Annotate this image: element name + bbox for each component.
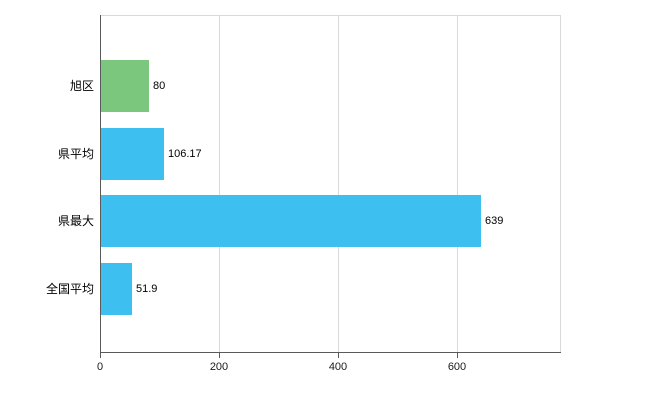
y-axis-line — [100, 15, 101, 353]
category-label-県平均: 県平均 — [57, 147, 94, 161]
x-tick-mark-0 — [100, 353, 101, 358]
value-label-旭区: 80 — [153, 80, 166, 92]
category-label-全国平均: 全国平均 — [45, 282, 94, 296]
x-axis-line — [100, 352, 561, 353]
bar-全国平均[interactable] — [101, 263, 132, 315]
value-label-県平均: 106.17 — [168, 148, 202, 160]
bar-旭区[interactable] — [101, 60, 149, 112]
x-tick-mark-200 — [219, 353, 220, 358]
gridline-x-200 — [219, 15, 220, 352]
x-tick-label-400: 400 — [328, 361, 348, 373]
category-label-県最大: 県最大 — [57, 214, 94, 228]
value-label-県最大: 639 — [485, 215, 504, 227]
bar-県平均[interactable] — [101, 128, 164, 180]
plot-top-border — [100, 15, 561, 16]
bar-県最大[interactable] — [101, 195, 481, 247]
value-label-全国平均: 51.9 — [136, 283, 158, 295]
x-tick-label-600: 600 — [447, 361, 467, 373]
category-label-旭区: 旭区 — [69, 79, 94, 93]
x-tick-mark-400 — [338, 353, 339, 358]
gridline-x-400 — [338, 15, 339, 352]
x-tick-label-0: 0 — [96, 361, 104, 373]
x-tick-mark-600 — [457, 353, 458, 358]
gridline-x-600 — [457, 15, 458, 352]
plot-right-border — [560, 15, 561, 352]
x-tick-label-200: 200 — [209, 361, 229, 373]
